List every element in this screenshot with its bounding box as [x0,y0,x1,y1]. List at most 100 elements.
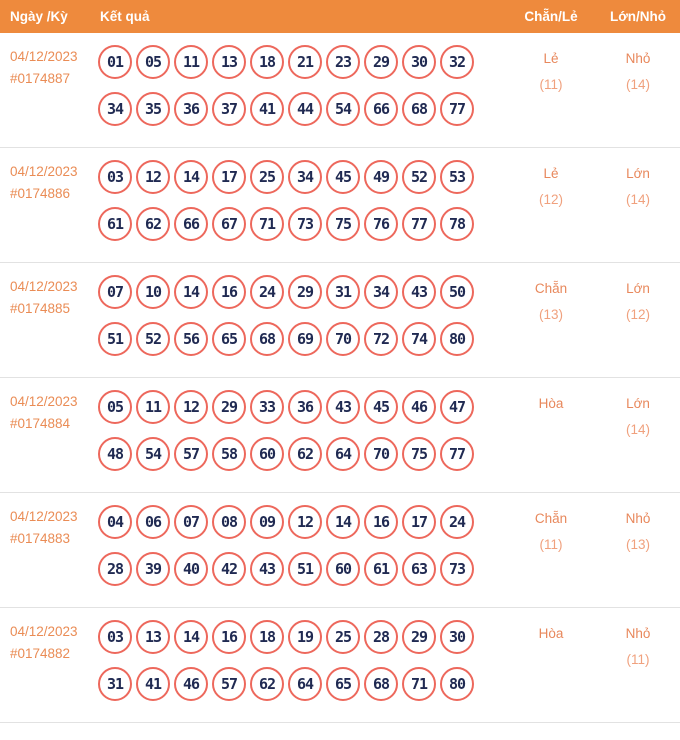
lon-nho-count: (14) [625,77,650,92]
number-ball: 64 [288,667,322,701]
date-cell: 04/12/2023 #0174886 [0,148,96,262]
lon-nho-count: (12) [625,307,650,322]
number-ball: 16 [212,620,246,654]
number-ball: 76 [364,207,398,241]
numbers-line-1: 04 06 07 08 09 12 14 16 17 24 [98,505,506,539]
number-ball: 13 [212,45,246,79]
number-ball: 30 [402,45,436,79]
chan-le-cell: Lẻ (11) [506,33,596,147]
header-lon-nho-label: Lớn/Nhỏ [609,9,667,24]
number-ball: 13 [136,620,170,654]
chan-le-count: (11) [539,77,563,92]
lon-nho-count: (13) [625,537,650,552]
number-ball: 51 [98,322,132,356]
header-chan-le-label: Chẵn/Lẻ [524,9,578,24]
number-ball: 57 [212,667,246,701]
number-ball: 61 [98,207,132,241]
chan-le-value: Chẵn [534,511,568,526]
number-ball: 65 [326,667,360,701]
number-ball: 05 [98,390,132,424]
number-ball: 62 [250,667,284,701]
number-ball: 01 [98,45,132,79]
number-ball: 61 [364,552,398,586]
result-row: 04/12/2023 #0174885 07 10 14 16 24 29 31 34 43 50… [0,263,680,378]
number-ball: 07 [174,505,208,539]
chan-le-cell: Chẵn (13) [506,263,596,377]
number-ball: 52 [402,160,436,194]
number-ball: 28 [364,620,398,654]
numbers-line-2: 34 35 36 37 41 44 54 66 68 77 [98,92,506,126]
number-ball: 46 [174,667,208,701]
result-row: 04/12/2023 #0174884 05 11 12 29 33 36 43 45 46 47… [0,378,680,493]
draw-period: #0174887 [10,71,71,86]
number-ball: 29 [212,390,246,424]
number-ball: 29 [288,275,322,309]
number-ball: 75 [402,437,436,471]
number-ball: 54 [326,92,360,126]
results-body: 04/12/2023 #0174887 01 05 11 13 18 21 23 29 30 32… [0,33,680,723]
numbers-line-2: 31 41 46 57 62 64 65 68 71 80 [98,667,506,701]
number-ball: 68 [364,667,398,701]
numbers-cell: 03 12 14 17 25 34 45 49 52 53 61 62 66 67 71 73 75 76 77 7… [96,148,506,262]
number-ball: 62 [136,207,170,241]
number-ball: 11 [174,45,208,79]
number-ball: 07 [98,275,132,309]
result-row: 04/12/2023 #0174886 03 12 14 17 25 34 45 49 52 53… [0,148,680,263]
number-ball: 16 [364,505,398,539]
chan-le-cell: Hòa [506,378,596,492]
number-ball: 78 [440,207,474,241]
chan-le-cell: Chẵn (11) [506,493,596,607]
numbers-line-1: 01 05 11 13 18 21 23 29 30 32 [98,45,506,79]
number-ball: 60 [326,552,360,586]
number-ball: 80 [440,322,474,356]
lon-nho-value: Lớn [626,281,650,296]
number-ball: 56 [174,322,208,356]
number-ball: 70 [364,437,398,471]
number-ball: 42 [212,552,246,586]
number-ball: 72 [364,322,398,356]
number-ball: 67 [212,207,246,241]
number-ball: 65 [212,322,246,356]
number-ball: 31 [326,275,360,309]
number-ball: 18 [250,620,284,654]
number-ball: 14 [174,275,208,309]
number-ball: 71 [402,667,436,701]
chan-le-value: Chẵn [534,281,568,296]
numbers-line-2: 61 62 66 67 71 73 75 76 77 78 [98,207,506,241]
number-ball: 29 [364,45,398,79]
number-ball: 17 [212,160,246,194]
number-ball: 46 [402,390,436,424]
lon-nho-value: Nhỏ [625,626,651,641]
number-ball: 03 [98,620,132,654]
draw-date: 04/12/2023 [10,509,78,524]
lon-nho-count: (14) [625,422,650,437]
number-ball: 51 [288,552,322,586]
number-ball: 47 [440,390,474,424]
number-ball: 54 [136,437,170,471]
number-ball: 24 [250,275,284,309]
number-ball: 77 [402,207,436,241]
chan-le-value: Hòa [538,626,564,641]
lon-nho-cell: Lớn (12) [596,263,680,377]
lon-nho-cell: Nhỏ (11) [596,608,680,722]
number-ball: 04 [98,505,132,539]
number-ball: 36 [288,390,322,424]
number-ball: 12 [288,505,322,539]
numbers-line-1: 07 10 14 16 24 29 31 34 43 50 [98,275,506,309]
table-header: Ngày /Kỳ Kết quả Chẵn/Lẻ Lớn/Nhỏ [0,0,680,33]
lon-nho-count: (11) [626,652,650,667]
result-row: 04/12/2023 #0174883 04 06 07 08 09 12 14 16 17 24… [0,493,680,608]
draw-period: #0174885 [10,301,71,316]
number-ball: 73 [288,207,322,241]
number-ball: 14 [326,505,360,539]
chan-le-value: Hòa [538,396,564,411]
chan-le-count: (13) [538,307,563,322]
number-ball: 62 [288,437,322,471]
number-ball: 14 [174,620,208,654]
number-ball: 60 [250,437,284,471]
number-ball: 25 [250,160,284,194]
number-ball: 28 [98,552,132,586]
numbers-line-1: 03 13 14 16 18 19 25 28 29 30 [98,620,506,654]
numbers-cell: 01 05 11 13 18 21 23 29 30 32 34 35 36 37 41 44 54 66 68 7… [96,33,506,147]
number-ball: 70 [326,322,360,356]
